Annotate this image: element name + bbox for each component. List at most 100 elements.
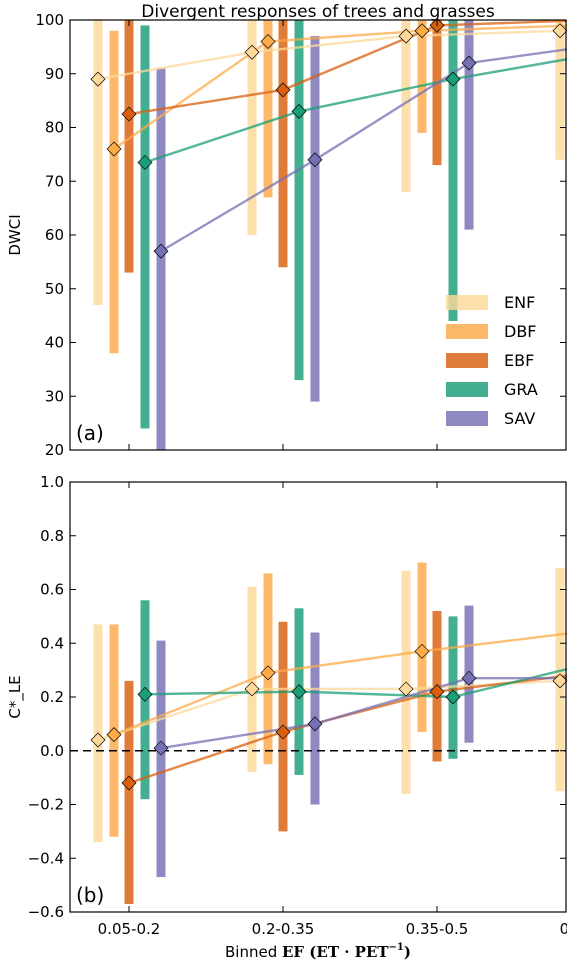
figure-title: Divergent responses of trees and grasses — [141, 2, 495, 22]
y-tick-label: 100 — [35, 11, 64, 29]
marker-gra-2 — [445, 689, 461, 705]
legend-swatch-dbf — [446, 324, 488, 339]
y-tick-label: 0.6 — [40, 581, 64, 599]
legend-label-sav: SAV — [504, 409, 535, 428]
y-tick-label: 0.2 — [40, 688, 64, 706]
series-line-enf — [97, 679, 561, 742]
y-tick-label: 40 — [45, 334, 64, 352]
x-axis-label-exponent: −1 — [389, 942, 404, 953]
y-tick-label: 0.4 — [40, 634, 64, 652]
error-bar-enf-3 — [555, 20, 565, 160]
y-tick-label: −0.2 — [28, 796, 64, 814]
error-bar-sav-2 — [464, 20, 474, 230]
marker-gra-1 — [291, 684, 307, 700]
marker-gra-2 — [445, 71, 461, 87]
marker-ebf-0 — [121, 106, 137, 122]
error-bar-dbf-1 — [263, 20, 273, 198]
y-tick-label: 0.8 — [40, 527, 64, 545]
marker-ebf-1 — [275, 724, 291, 740]
marker-sav-0 — [153, 740, 169, 756]
error-bar-gra-1 — [294, 20, 304, 381]
y-tick-label: 60 — [45, 226, 64, 244]
series-line-sav — [160, 677, 567, 750]
marker-enf-3 — [552, 23, 567, 39]
marker-dbf-0 — [106, 727, 122, 743]
legend-swatch-gra — [446, 382, 488, 397]
y-tick-label: 70 — [45, 172, 64, 190]
y-axis-label: C*_LE — [6, 675, 25, 718]
x-axis-label-math: EF (ET · PET — [282, 943, 389, 961]
panel-a: 20 30 40 50 60 70 80 90 100 DWCI (a) ENF DBF EBF GRA SA… — [6, 11, 567, 459]
marker-enf-2 — [398, 28, 414, 44]
y-tick-label: 80 — [45, 119, 64, 137]
marker-enf-0 — [90, 732, 106, 748]
marker-gra-1 — [291, 103, 307, 119]
marker-sav-2 — [461, 670, 477, 686]
legend-swatch-enf — [446, 295, 488, 310]
series-line-enf — [97, 29, 561, 81]
y-tick-label: 0.0 — [40, 742, 64, 760]
error-bar-sav-0 — [156, 68, 166, 451]
marker-sav-1 — [307, 152, 323, 168]
panel-b: −0.6 −0.4 −0.2 0.0 0.2 0.4 0.6 0.8 1.0 0.05-0.2 0.… — [6, 473, 567, 938]
x-axis-label: Binned EF (ET · PET−1) — [225, 942, 411, 961]
y-tick-label: 30 — [45, 387, 64, 405]
y-tick-label: 1.0 — [40, 473, 64, 491]
error-bar-dbf-2 — [417, 20, 427, 133]
marker-ebf-2 — [429, 684, 445, 700]
error-bar-sav-0 — [156, 640, 166, 878]
marker-gra-0 — [137, 686, 153, 702]
marker-dbf-1 — [260, 665, 276, 681]
marker-ebf-0 — [121, 775, 137, 791]
y-tick-label: 50 — [45, 280, 64, 298]
marker-dbf-1 — [260, 34, 276, 49]
legend-label-enf: ENF — [504, 293, 535, 312]
x-tick-label: 0.2-0.35 — [252, 920, 315, 938]
error-bar-ebf-0 — [124, 20, 134, 273]
panel-label: (a) — [76, 421, 104, 445]
y-axis-label: DWCI — [6, 214, 24, 255]
marker-gra-0 — [137, 154, 153, 170]
marker-sav-2 — [461, 55, 477, 71]
error-bar-dbf-0 — [109, 30, 119, 354]
error-bar-gra-0 — [140, 25, 150, 429]
error-bar-gra-2 — [448, 20, 458, 321]
series-line-gra — [144, 58, 567, 164]
marker-sav-0 — [153, 243, 169, 259]
marker-ebf-1 — [275, 82, 291, 98]
marker-enf-1 — [244, 681, 260, 697]
error-bar-enf-0 — [93, 20, 103, 305]
marker-enf-3 — [552, 673, 567, 689]
x-tick-label: 0.35-0.5 — [406, 920, 469, 938]
error-bar-ebf-1 — [278, 20, 288, 268]
error-bar-ebf-0 — [124, 680, 134, 904]
legend-swatch-sav — [446, 411, 488, 426]
y-tick-label: 90 — [45, 65, 64, 83]
series-line-dbf — [113, 632, 567, 736]
error-bar-sav-1 — [310, 36, 320, 402]
x-axis-label-prefix: Binned — [225, 943, 282, 961]
y-tick-label: 20 — [45, 441, 64, 459]
marker-dbf-2 — [414, 23, 430, 39]
x-tick-label: 0.5-0.65 — [560, 920, 567, 938]
marker-dbf-0 — [106, 141, 122, 157]
series-line-ebf — [128, 19, 567, 116]
marker-enf-0 — [90, 71, 106, 87]
series-line-dbf — [113, 24, 567, 150]
error-bar-enf-2 — [401, 20, 411, 192]
marker-sav-1 — [307, 716, 323, 732]
legend-label-dbf: DBF — [504, 322, 537, 341]
error-bar-ebf-2 — [432, 20, 442, 166]
y-tick-label: −0.4 — [28, 849, 64, 867]
legend-label-gra: GRA — [504, 380, 538, 399]
marker-enf-1 — [244, 44, 260, 60]
panel-label: (b) — [76, 883, 104, 907]
x-axis-label-close: ) — [404, 943, 411, 961]
x-tick-label: 0.05-0.2 — [98, 920, 161, 938]
series-line-sav — [160, 48, 567, 253]
y-tick-label: −0.6 — [28, 903, 64, 921]
marker-enf-2 — [398, 681, 414, 697]
legend-label-ebf: EBF — [504, 351, 534, 370]
legend-swatch-ebf — [446, 353, 488, 368]
